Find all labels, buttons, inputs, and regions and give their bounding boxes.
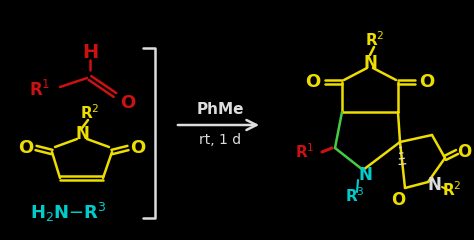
- Text: R$^1$: R$^1$: [295, 143, 315, 161]
- Text: H$_2$N$-$R$^3$: H$_2$N$-$R$^3$: [29, 200, 107, 223]
- Text: H: H: [82, 42, 98, 61]
- Text: O: O: [18, 139, 34, 157]
- Text: PhMe: PhMe: [196, 102, 244, 118]
- Text: N: N: [358, 166, 372, 184]
- Text: N: N: [75, 125, 89, 143]
- Text: rt, 1 d: rt, 1 d: [199, 133, 241, 147]
- Text: O: O: [419, 73, 435, 91]
- Text: N: N: [427, 176, 441, 194]
- Text: O: O: [391, 191, 405, 209]
- Text: R$^2$: R$^2$: [442, 181, 462, 199]
- Text: R$^3$: R$^3$: [345, 187, 365, 205]
- Text: R$^1$: R$^1$: [28, 80, 50, 100]
- Text: O: O: [130, 139, 146, 157]
- Text: O: O: [457, 143, 471, 161]
- Text: R$^2$: R$^2$: [80, 104, 100, 122]
- Text: N: N: [363, 54, 377, 72]
- Text: R$^2$: R$^2$: [365, 31, 385, 49]
- Text: O: O: [305, 73, 320, 91]
- Text: O: O: [120, 94, 136, 112]
